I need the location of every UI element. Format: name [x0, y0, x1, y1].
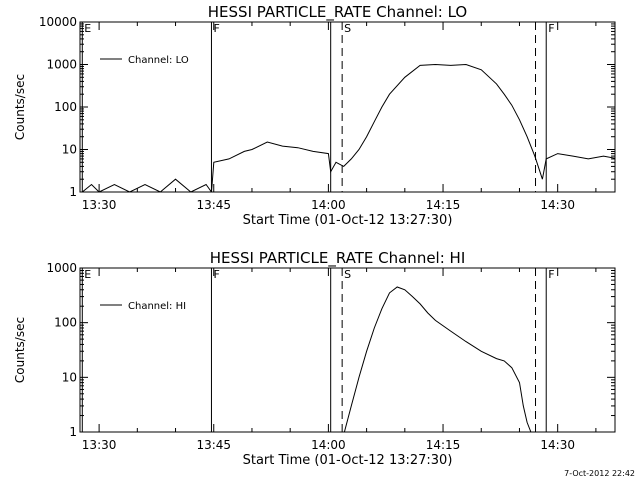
marker-lines — [81, 268, 547, 432]
x-tick-label: 13:45 — [196, 438, 231, 452]
marker-label: F — [213, 268, 219, 281]
marker-label: F — [548, 268, 554, 281]
x-tick-label: 14:00 — [311, 438, 346, 452]
x-axis-label: Start Time (01-Oct-12 13:27:30) — [243, 453, 453, 468]
x-tick-label: 13:30 — [82, 198, 117, 212]
y-tick-label: 1 — [69, 185, 77, 199]
x-axis-label: Start Time (01-Oct-12 13:27:30) — [243, 213, 453, 228]
y-axis-label: Counts/sec — [13, 74, 27, 140]
x-tick-label: 13:30 — [82, 438, 117, 452]
y-tick-label: 10 — [62, 143, 77, 157]
plot-frame — [79, 267, 616, 433]
x-tick-label: 14:30 — [540, 438, 575, 452]
chart-panel-hi: HESSI PARTICLE_RATE Channel: HI Counts/se… — [13, 249, 616, 468]
y-tick-label: 1 — [69, 425, 77, 439]
chart-title: HESSI PARTICLE_RATE Channel: LO — [208, 3, 467, 22]
y-tick-label: 10 — [62, 370, 77, 384]
footer-timestamp: 7-Oct-2012 22:42 — [564, 469, 635, 478]
marker-label: E — [84, 22, 91, 35]
marker-label: F — [548, 22, 554, 35]
marker-label: F — [213, 22, 219, 35]
plot-frame — [79, 21, 616, 193]
marker-label: E — [84, 268, 91, 281]
chart-title: HESSI PARTICLE_RATE Channel: HI — [210, 249, 466, 268]
x-tick-label: 14:15 — [426, 198, 461, 212]
y-tick-label: 10000 — [39, 15, 77, 29]
y-tick-label: 100 — [54, 316, 77, 330]
y-tick-label: 1000 — [46, 261, 77, 275]
series-line — [81, 63, 615, 192]
marker-label: S — [344, 22, 351, 35]
x-tick-label: 14:30 — [540, 198, 575, 212]
chart-panel-lo: HESSI PARTICLE_RATE Channel: LO Counts/se… — [13, 3, 616, 228]
x-tick-label: 14:00 — [311, 198, 346, 212]
legend-label: Channel: LO — [128, 55, 189, 66]
marker-lines — [81, 22, 547, 192]
legend-label: Channel: HI — [128, 301, 186, 312]
series-line — [343, 286, 532, 432]
x-tick-label: 13:45 — [196, 198, 231, 212]
y-axis-label: Counts/sec — [13, 317, 27, 383]
marker-label: S — [344, 268, 351, 281]
y-tick-label: 1000 — [46, 58, 77, 72]
y-tick-label: 100 — [54, 100, 77, 114]
x-tick-label: 14:15 — [426, 438, 461, 452]
